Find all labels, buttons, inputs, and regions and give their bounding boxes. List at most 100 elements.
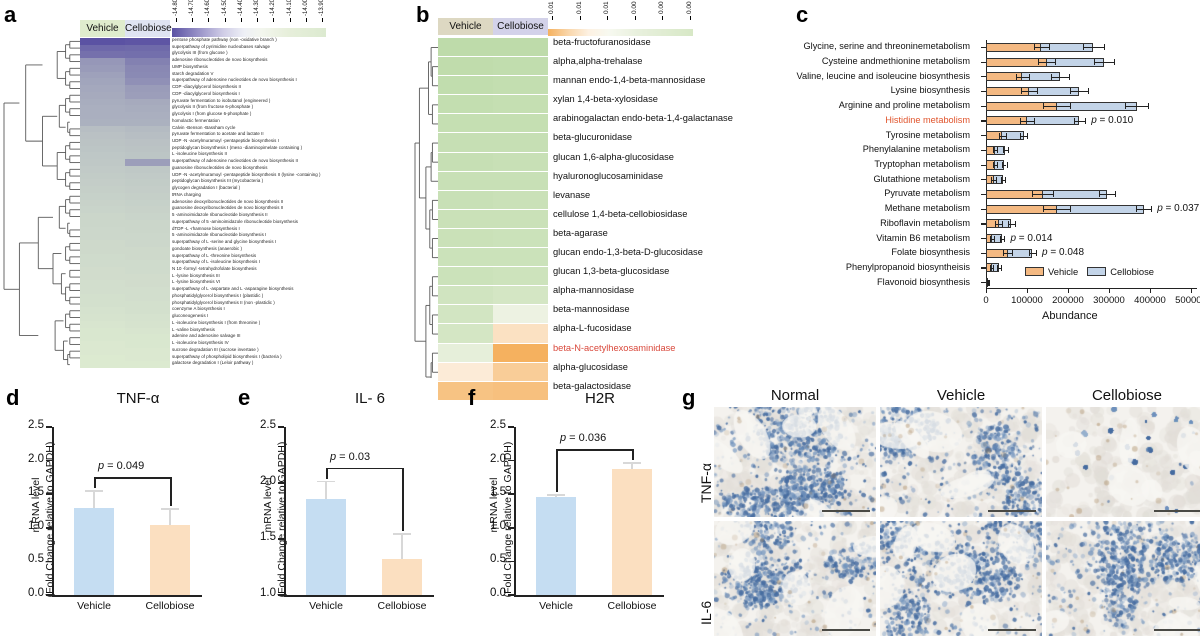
- colorbar-tick-label: -14.70: [189, 0, 196, 16]
- colorbar-tick-mark: [662, 16, 664, 20]
- heatmap-cell-vehicle: [438, 152, 493, 172]
- panel-c-y-tick: [981, 76, 986, 78]
- heatmap-row-label: sucrose degradation III (sucrose inverta…: [172, 346, 259, 352]
- heatmap-row-label: beta-galactosidase: [553, 380, 632, 391]
- panel-c-x-axis: 0 100000 200000 300000 400000 500000: [983, 288, 1200, 318]
- heatmap-cell-cellobiose: [125, 152, 170, 160]
- x-category-label: Cellobiose: [377, 600, 427, 612]
- heatmap-cell-cellobiose: [125, 199, 170, 207]
- panel-c-bar-vehicle: [986, 131, 1003, 141]
- heatmap-cell-vehicle: [80, 206, 125, 214]
- y-tick-label: 1.5: [490, 486, 506, 499]
- heatmap-row: [80, 219, 170, 227]
- heatmap-cell-cellobiose: [493, 209, 548, 229]
- heatmap-cell-cellobiose: [125, 58, 170, 65]
- y-axis-line: [514, 427, 516, 595]
- y-tick: [508, 493, 514, 495]
- panel-c-bar-vehicle: [986, 248, 1008, 258]
- panel-b-col-vehicle: Vehicle: [438, 18, 493, 35]
- heatmap-cell-vehicle: [80, 159, 125, 166]
- heatmap-cell-cellobiose: [125, 165, 170, 173]
- errorbar-cap-vehicle: [85, 490, 103, 492]
- heatmap-row: [80, 64, 170, 72]
- heatmap-row-label: L -isoleucine biosynthesis I (from threo…: [172, 319, 261, 325]
- heatmap-cell-vehicle: [80, 51, 125, 59]
- panel-c-category-label: Pyruvate metabolism: [884, 188, 970, 199]
- heatmap-cell-cellobiose: [125, 266, 170, 274]
- colorbar-gradient: [172, 28, 326, 37]
- heatmap-row: [438, 248, 548, 268]
- y-tick-label: 1.0: [490, 519, 506, 532]
- heatmap-cell-cellobiose: [125, 172, 170, 180]
- heatmap-row: [80, 240, 170, 247]
- panel-g-col-normal: Normal: [770, 387, 820, 404]
- heatmap-row: [438, 152, 548, 172]
- panel-c-pvalue-annotation: p = 0.048: [1042, 247, 1084, 259]
- heatmap-row-label: superpathway of L -serine and glycine bi…: [172, 239, 277, 245]
- colorbar-tick-mark: [634, 16, 636, 20]
- legend-item-vehicle: Vehicle: [1025, 265, 1078, 277]
- heatmap-cell-cellobiose: [493, 362, 548, 382]
- panel-c-category-label: Vitamin B6 metabolism: [876, 232, 970, 243]
- heatmap-cell-vehicle: [80, 199, 125, 207]
- heatmap-cell-vehicle: [80, 58, 125, 65]
- errorbar-vehicle: [93, 490, 95, 509]
- heatmap-cell-vehicle: [80, 125, 125, 133]
- heatmap-row: [438, 343, 548, 363]
- heatmap-cell-cellobiose: [125, 327, 170, 335]
- heatmap-cell-cellobiose: [125, 112, 170, 119]
- heatmap-cell-cellobiose: [125, 64, 170, 72]
- panel-c-category-label: Valine, leucine and isoleucine biosynthe…: [796, 70, 970, 81]
- heatmap-cell-vehicle: [80, 98, 125, 106]
- heatmap-cell-cellobiose: [125, 71, 170, 79]
- heatmap-row: [80, 260, 170, 267]
- heatmap-row-label: glucan 1,3-beta-glucosidase: [553, 266, 670, 277]
- heatmap-row: [80, 354, 170, 362]
- heatmap-row-label: N 10 -formyl -tetrahydrofolate biosynthe…: [172, 265, 257, 271]
- pvalue-annotation: p = 0.036: [560, 431, 607, 444]
- colorbar-tick-label: 0.00: [630, 1, 638, 14]
- heatmap-cell-vehicle: [80, 293, 125, 301]
- errorbar-cellobiose: [631, 461, 633, 470]
- heatmap-row: [80, 293, 170, 301]
- heatmap-row-label: pentose phosphate pathway (non -oxidativ…: [172, 37, 277, 42]
- heatmap-cell-cellobiose: [493, 286, 548, 306]
- errorbar-cap-cellobiose: [161, 508, 179, 510]
- panel-c-bar-vehicle: [986, 189, 1043, 199]
- heatmap-cell-vehicle: [438, 57, 493, 77]
- heatmap-row-label: alpha-L-fucosidase: [553, 323, 632, 334]
- panel-e: e IL- 6 mRNA level (Fold Change relative…: [232, 385, 464, 639]
- y-tick: [278, 538, 284, 540]
- heatmap-row: [438, 190, 548, 210]
- heatmap-cell-vehicle: [80, 260, 125, 267]
- heatmap-cell-vehicle: [438, 324, 493, 344]
- heatmap-cell-vehicle: [80, 314, 125, 321]
- panel-c-y-tick: [981, 61, 986, 63]
- heatmap-cell-cellobiose: [493, 95, 548, 115]
- heatmap-cell-cellobiose: [125, 354, 170, 362]
- heatmap-row: [438, 171, 548, 191]
- micrograph-il6-normal: [714, 521, 876, 636]
- heatmap-cell-vehicle: [80, 280, 125, 288]
- heatmap-row-label: glycolysis III (from glucose ): [172, 50, 228, 56]
- panel-c-category-label: Riboflavin metabolism: [880, 217, 970, 228]
- micrograph-tnfa-normal: [714, 407, 876, 517]
- y-tick: [46, 560, 52, 563]
- panel-c-bar-vehicle: [986, 219, 999, 229]
- heatmap-row: [438, 133, 548, 153]
- heatmap-cell-cellobiose: [125, 85, 170, 92]
- heatmap-row-label: dTDP -L -rhamnose biosynthesis I: [172, 225, 240, 231]
- panel-c-y-tick: [981, 282, 986, 284]
- heatmap-row-label: alpha-mannosidase: [553, 285, 635, 296]
- panel-c-category-label: Lysine biosynthesis: [890, 85, 970, 96]
- panel-a-column-headers: Vehicle Cellobiose: [80, 20, 172, 37]
- panel-a-colorbar-ticks: -14.80 -14.70 -14.60 -14.50 -14.40 -14.30 -14.…: [172, 0, 332, 22]
- panel-a-dendrogram: [3, 40, 80, 366]
- x-category-label: Cellobiose: [145, 600, 195, 612]
- panel-c-x-tick-label: 300000: [1093, 295, 1125, 306]
- panel-a-col-vehicle: Vehicle: [80, 20, 125, 37]
- heatmap-cell-cellobiose: [493, 381, 548, 401]
- heatmap-row: [80, 159, 170, 166]
- panel-c-plot-area: p = 0.010 p = 0.037 p = 0.014 p = 0.048: [981, 40, 1199, 290]
- y-tick-label: 1.0: [28, 519, 44, 532]
